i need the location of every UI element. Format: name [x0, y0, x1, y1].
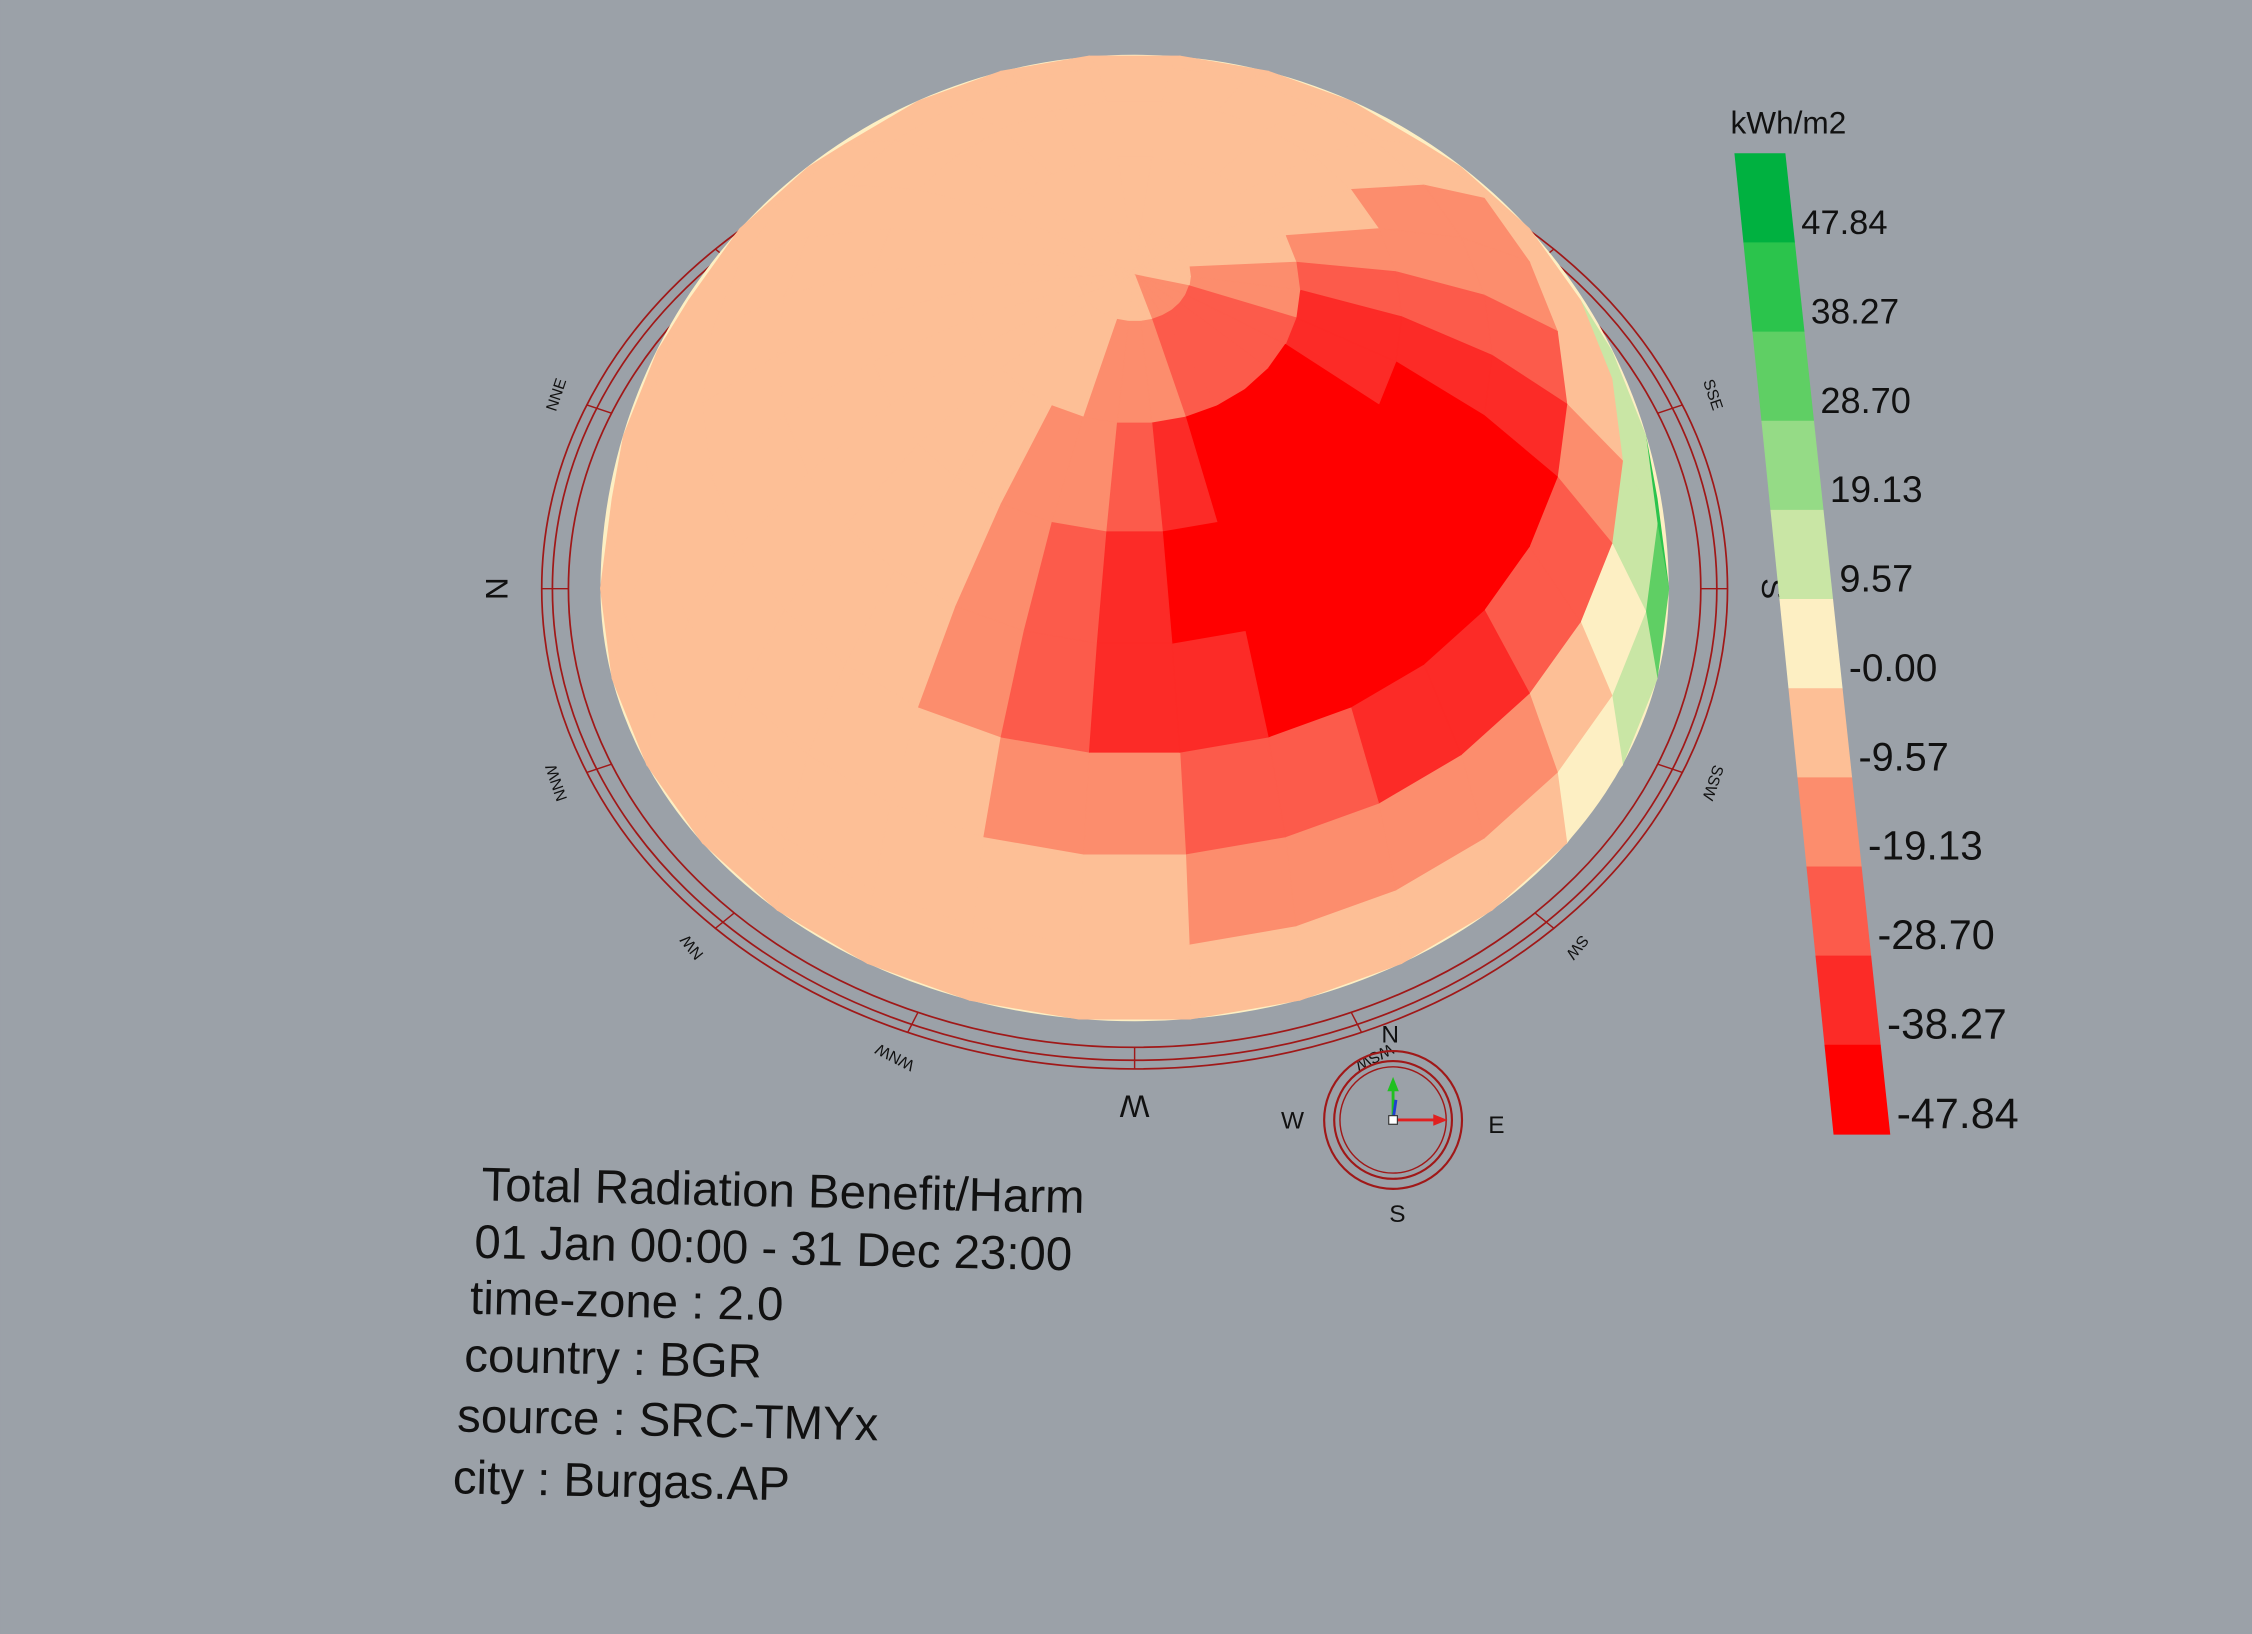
legend-label: 28.70 — [1820, 380, 1911, 421]
sky-dome — [600, 54, 1670, 1022]
legend-label: 9.57 — [1839, 559, 1913, 601]
widget-west: W — [1281, 1108, 1304, 1135]
sky-patch — [983, 736, 1090, 855]
ring-tick — [1657, 404, 1683, 414]
ring-tick — [586, 763, 612, 774]
legend-label: 47.84 — [1801, 204, 1887, 242]
sky-patch — [1088, 55, 1181, 68]
legend-swatch — [1806, 866, 1872, 957]
origin — [1388, 1115, 1398, 1125]
widget-ring — [1323, 1049, 1464, 1190]
widget-ring — [1333, 1060, 1454, 1180]
legend-label: 19.13 — [1830, 468, 1923, 510]
info-line: country : BGR — [464, 1329, 763, 1388]
legend-label: -0.00 — [1849, 647, 1937, 690]
sky-patch — [1096, 66, 1173, 102]
sky-patch — [1096, 531, 1173, 644]
legend-label: 38.27 — [1811, 292, 1899, 331]
sky-patch — [1083, 751, 1187, 855]
compass-widget: N S W E — [1281, 1021, 1505, 1227]
info-line: source : SRC-TMYx — [457, 1390, 880, 1452]
legend-swatch — [1734, 153, 1795, 244]
info-line: 01 Jan 00:00 - 31 Dec 23:00 — [474, 1216, 1073, 1282]
ring-tick — [586, 404, 612, 414]
ring-tick — [1534, 912, 1555, 929]
legend-swatch — [1788, 688, 1853, 779]
legend-swatch — [1743, 242, 1805, 333]
sky-patch — [1079, 853, 1190, 945]
widget-east: E — [1488, 1112, 1504, 1139]
legend-label: -9.57 — [1858, 735, 1948, 779]
legend-label: -38.27 — [1887, 1000, 2007, 1047]
info-line: city : Burgas.AP — [452, 1451, 790, 1511]
info-line: Total Radiation Benefit/Harm — [481, 1158, 1085, 1224]
legend-title: kWh/m2 — [1730, 105, 1846, 141]
legend-swatch — [1824, 1044, 1891, 1135]
info-line: time-zone : 2.0 — [470, 1272, 784, 1332]
legend-swatch — [1797, 777, 1862, 868]
arrow-head — [1433, 1114, 1448, 1126]
legend-label: -47.84 — [1897, 1090, 2019, 1138]
legend-label: -28.70 — [1878, 912, 1995, 958]
legend-swatch — [1815, 955, 1881, 1046]
legend-swatch — [1770, 509, 1834, 600]
legend-label: -19.13 — [1868, 823, 1983, 869]
compass-label: N — [478, 577, 514, 600]
sky-patch — [1185, 836, 1297, 945]
sky-patch — [1088, 642, 1181, 753]
sky-patch — [972, 836, 1085, 945]
legend: kWh/m2 47.84 38.27 28.70 19.13 9.57 -0.00 -9.5… — [1730, 105, 2018, 1138]
widget-south: S — [1389, 1201, 1405, 1228]
ring-tick — [907, 1012, 919, 1033]
ring-tick — [1657, 763, 1683, 774]
arrow-head — [1387, 1076, 1399, 1092]
widget-north: N — [1381, 1021, 1399, 1048]
legend-swatch — [1761, 420, 1824, 511]
ring-tick — [1350, 1012, 1363, 1033]
ring-tick — [714, 912, 735, 929]
compass-label: W — [1120, 1088, 1150, 1124]
sky-patch — [1078, 943, 1191, 1020]
legend-swatch — [1779, 599, 1843, 689]
legend-swatch — [1752, 331, 1815, 422]
sky-patch — [1179, 736, 1286, 855]
